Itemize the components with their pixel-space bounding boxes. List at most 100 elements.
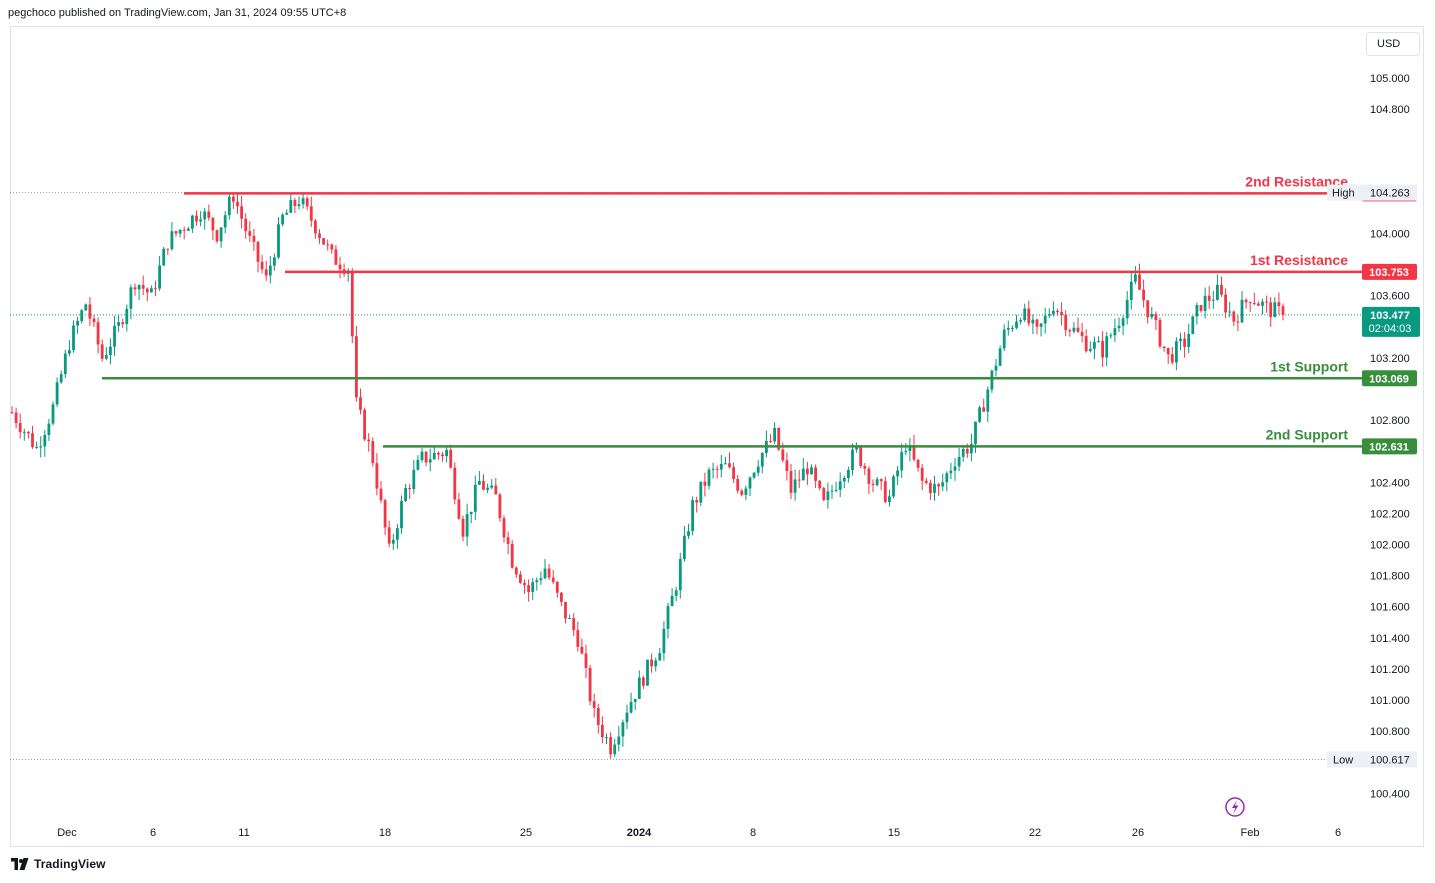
low-value: 100.617 bbox=[1370, 755, 1410, 767]
candle-body bbox=[1158, 320, 1162, 347]
candle-body bbox=[724, 463, 727, 465]
candle-body bbox=[998, 348, 1002, 366]
candle-body bbox=[1064, 314, 1068, 331]
candle-body bbox=[564, 601, 567, 619]
candle-body bbox=[1072, 327, 1076, 332]
candle-body bbox=[1031, 319, 1035, 324]
candle-body bbox=[838, 481, 842, 490]
price-tick-15: 105.000 bbox=[1370, 73, 1410, 85]
candle-body bbox=[756, 466, 760, 473]
candle-body bbox=[359, 397, 362, 410]
candle-body bbox=[650, 659, 653, 667]
time-tick-9: 26 bbox=[1132, 827, 1144, 839]
candle-body bbox=[1146, 300, 1150, 318]
candle-body bbox=[137, 285, 141, 290]
candle-body bbox=[1191, 316, 1195, 334]
candle-body bbox=[92, 318, 96, 323]
candle-body bbox=[691, 500, 694, 532]
time-tick-3: 18 bbox=[379, 827, 391, 839]
candle-body bbox=[1179, 338, 1182, 342]
candle-body bbox=[121, 322, 125, 325]
candle-body bbox=[1027, 308, 1031, 324]
candle-body bbox=[555, 582, 559, 593]
candle-body bbox=[613, 744, 617, 755]
candle-body bbox=[1248, 302, 1252, 304]
level-price-badge-3 bbox=[1362, 438, 1417, 455]
candle-body bbox=[318, 233, 321, 239]
candle-body bbox=[1113, 328, 1117, 336]
candle-body bbox=[752, 472, 756, 478]
candle-body bbox=[1052, 310, 1055, 315]
candle-body bbox=[104, 355, 108, 359]
level-price-1: 103.753 bbox=[1369, 267, 1409, 279]
candle-body bbox=[27, 431, 30, 434]
candle-body bbox=[883, 481, 887, 503]
candle-body bbox=[154, 288, 157, 290]
candle-body bbox=[715, 468, 719, 470]
candle-body bbox=[268, 265, 272, 276]
candle-body bbox=[929, 482, 932, 493]
candle-body bbox=[1228, 311, 1232, 313]
candle-body bbox=[215, 230, 219, 242]
currency-selector[interactable]: USD bbox=[1366, 32, 1420, 56]
candle-body bbox=[63, 353, 67, 375]
candle-body bbox=[965, 448, 969, 454]
candle-body bbox=[18, 423, 22, 433]
candle-body bbox=[84, 304, 88, 311]
candle-body bbox=[933, 484, 936, 493]
candle-body bbox=[625, 712, 629, 723]
candle-body bbox=[711, 468, 715, 470]
candle-body bbox=[1150, 313, 1154, 318]
candle-body bbox=[506, 537, 510, 544]
candle-body bbox=[1281, 306, 1285, 315]
candle-body bbox=[490, 485, 494, 488]
candle-body bbox=[744, 488, 748, 495]
candle-body bbox=[502, 518, 506, 538]
candle-body bbox=[978, 407, 981, 422]
candle-body bbox=[260, 261, 264, 270]
candle-body bbox=[941, 482, 945, 487]
candle-body bbox=[1261, 301, 1264, 306]
candle-body bbox=[1162, 346, 1166, 348]
candle-body bbox=[617, 736, 621, 745]
candle-body bbox=[244, 218, 248, 232]
candle-body bbox=[350, 270, 354, 337]
candle-body bbox=[683, 535, 686, 560]
candle-body bbox=[633, 699, 637, 702]
price-tick-2: 101.000 bbox=[1370, 695, 1410, 707]
candle-body bbox=[810, 467, 813, 475]
candle-body bbox=[113, 325, 116, 347]
candle-body bbox=[469, 511, 473, 515]
candle-body bbox=[629, 701, 633, 713]
candle-body bbox=[584, 653, 588, 668]
low-label: Low bbox=[1333, 755, 1353, 767]
candle-body bbox=[322, 238, 325, 245]
candle-body bbox=[404, 488, 407, 502]
candle-body bbox=[408, 488, 412, 490]
candle-body bbox=[72, 325, 75, 351]
candle-body bbox=[1117, 325, 1121, 329]
candle-body bbox=[1199, 305, 1203, 311]
candle-body bbox=[162, 248, 166, 266]
candle-body bbox=[55, 382, 59, 405]
candle-body bbox=[133, 287, 137, 290]
candle-body bbox=[1043, 315, 1047, 324]
candle-body bbox=[990, 370, 994, 390]
candle-body bbox=[43, 434, 47, 447]
lightning-icon[interactable] bbox=[1225, 797, 1245, 817]
candle-body bbox=[1002, 329, 1006, 349]
candle-body bbox=[47, 423, 51, 435]
candle-body bbox=[1093, 341, 1096, 349]
candle-body bbox=[785, 460, 789, 472]
candle-body bbox=[379, 488, 383, 501]
candle-body bbox=[719, 464, 723, 470]
candle-body bbox=[80, 310, 84, 321]
candle-body bbox=[1265, 301, 1268, 303]
time-tick-11: 6 bbox=[1335, 827, 1341, 839]
candle-body bbox=[568, 618, 571, 620]
candle-body bbox=[588, 667, 592, 702]
candle-body bbox=[539, 578, 543, 581]
tradingview-logo[interactable]: TradingView bbox=[10, 857, 106, 871]
candle-body bbox=[264, 269, 268, 276]
